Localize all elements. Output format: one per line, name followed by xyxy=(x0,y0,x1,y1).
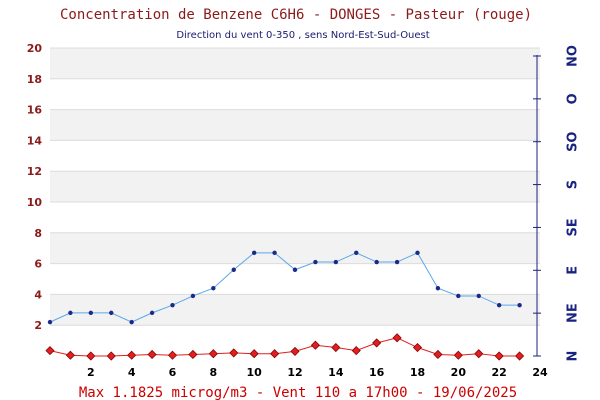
direction-tick-label: E xyxy=(566,266,581,275)
data-point xyxy=(292,267,298,272)
data-point xyxy=(313,259,318,265)
data-point xyxy=(45,346,55,356)
data-point xyxy=(515,351,525,361)
data-point xyxy=(211,286,216,291)
data-point xyxy=(229,348,239,358)
data-point xyxy=(290,346,300,356)
data-point xyxy=(249,349,259,359)
direction-tick-label: SO xyxy=(566,132,581,152)
y-tick-label: 18 xyxy=(27,73,42,86)
data-point xyxy=(354,250,359,256)
data-point xyxy=(476,293,481,299)
x-tick-label: 2 xyxy=(87,366,95,379)
data-point xyxy=(170,302,175,308)
plot-band xyxy=(50,232,540,264)
data-point xyxy=(494,351,504,361)
direction-tick-label: S xyxy=(566,180,581,189)
data-point xyxy=(333,259,339,265)
data-point xyxy=(147,349,157,360)
direction-tick-label: SE xyxy=(566,218,581,236)
data-point xyxy=(392,333,402,343)
data-point xyxy=(188,349,198,360)
data-point xyxy=(415,250,420,256)
x-tick-label: 4 xyxy=(128,366,136,379)
plot-background xyxy=(50,47,540,356)
data-point xyxy=(270,349,280,359)
data-point xyxy=(88,310,94,316)
x-tick-label: 22 xyxy=(492,366,507,379)
direction-tick-label: O xyxy=(566,93,581,104)
plot-band xyxy=(50,78,540,110)
plot-band xyxy=(50,140,540,172)
data-point xyxy=(167,350,178,360)
y-tick-label: 4 xyxy=(34,288,42,301)
plot-band xyxy=(50,109,540,141)
x-tick-label: 16 xyxy=(369,366,385,379)
chart-title: Concentration de Benzene C6H6 - DONGES -… xyxy=(60,7,532,23)
x-tick-label: 18 xyxy=(410,366,425,379)
data-point xyxy=(65,350,75,360)
data-point xyxy=(47,319,53,325)
x-tick-label: 12 xyxy=(287,366,302,379)
data-point xyxy=(412,342,423,353)
y-tick-label: 12 xyxy=(27,165,42,178)
y-tick-label: 2 xyxy=(34,319,42,332)
data-point xyxy=(208,349,218,359)
data-point xyxy=(272,250,277,256)
x-tick-label: 6 xyxy=(169,366,177,379)
y-tick-label: 10 xyxy=(27,196,43,209)
data-point xyxy=(435,286,441,291)
y-tick-label: 6 xyxy=(34,258,42,271)
data-point xyxy=(496,302,502,308)
x-tick-label: 14 xyxy=(328,366,344,379)
plot-band xyxy=(50,294,540,326)
data-point xyxy=(86,351,96,361)
y-tick-label: 14 xyxy=(27,134,43,147)
plot-band xyxy=(50,48,540,79)
data-point xyxy=(149,310,155,316)
y-tick-label: 8 xyxy=(34,227,42,240)
data-point xyxy=(231,267,236,272)
chart-footer: Max 1.1825 microg/m3 - Vent 110 a 17h00 … xyxy=(79,385,517,400)
data-point xyxy=(331,342,341,353)
data-point xyxy=(456,293,461,299)
data-point xyxy=(251,250,257,256)
series-line xyxy=(49,252,520,323)
y-tick-label: 16 xyxy=(27,104,43,117)
data-point xyxy=(190,293,196,299)
direction-tick-label: NE xyxy=(566,303,581,323)
data-point xyxy=(351,346,361,356)
x-tick-label: 10 xyxy=(247,366,263,379)
y-tick-label: 20 xyxy=(27,42,43,55)
data-series xyxy=(45,250,525,361)
chart-subtitle: Direction du vent 0-350 , sens Nord-Est-… xyxy=(176,30,429,41)
data-point xyxy=(517,302,522,308)
data-point xyxy=(394,259,400,265)
x-tick-label: 8 xyxy=(210,366,218,379)
direction-tick-label: N xyxy=(566,351,581,362)
data-point xyxy=(474,349,484,359)
data-point xyxy=(310,340,320,350)
data-point xyxy=(129,319,134,325)
data-point xyxy=(372,338,382,348)
data-point xyxy=(433,349,443,360)
direction-tick-label: NO xyxy=(566,45,581,67)
data-point xyxy=(68,310,73,316)
data-point xyxy=(106,351,116,361)
plot-band xyxy=(50,171,540,202)
data-point xyxy=(374,259,379,265)
x-tick-label: 24 xyxy=(532,366,548,379)
plot-band xyxy=(50,202,540,233)
data-point xyxy=(109,310,114,316)
x-tick-label: 20 xyxy=(451,366,467,379)
data-point xyxy=(453,350,463,360)
data-point xyxy=(127,350,137,360)
